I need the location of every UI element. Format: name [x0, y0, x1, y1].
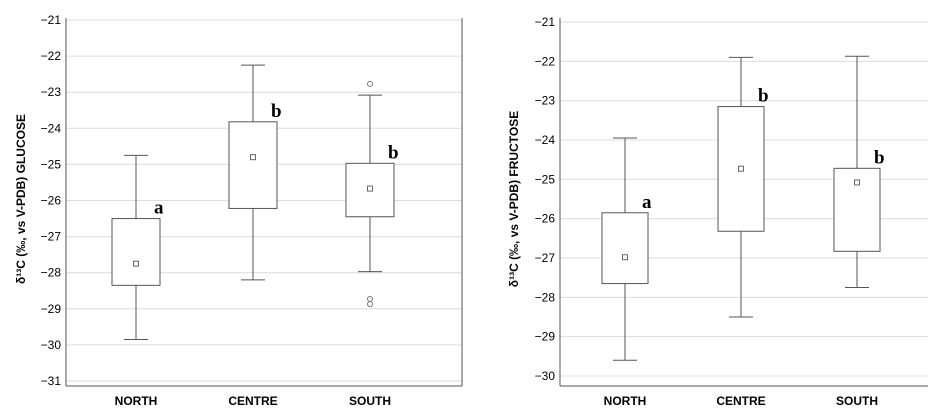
y-tick-label: −26: [535, 212, 556, 226]
y-tick-label: −27: [41, 230, 62, 244]
box-north: a NORTH: [601, 137, 652, 408]
outlier-point: [367, 80, 373, 87]
box-rect: [111, 218, 161, 286]
y-tick-label: −31: [41, 374, 62, 388]
box-centre: b CENTRE: [716, 56, 769, 408]
y-tick-label: −24: [535, 133, 556, 147]
median-marker: [738, 165, 744, 172]
y-tick-label: −27: [535, 251, 556, 265]
y-tick-label: −28: [535, 290, 556, 304]
box-rect: [601, 212, 649, 285]
x-category-label: SOUTH: [836, 394, 878, 408]
x-category-label: NORTH: [604, 394, 647, 408]
median-marker: [250, 154, 256, 161]
y-tick-label: −24: [41, 121, 62, 135]
y-tick-label: −29: [535, 330, 556, 344]
significance-letter: b: [874, 147, 885, 168]
median-marker: [133, 260, 139, 267]
outlier-point: [367, 301, 373, 308]
box-north: a NORTH: [111, 154, 164, 408]
chart-panel-2: −21 −22 −23 −24 −25 −26 −27 −28 −29 −30 δ¹³C (‰, v…: [507, 15, 928, 408]
y-tick-label: −22: [535, 54, 556, 68]
significance-letter: b: [388, 142, 399, 163]
y-tick-label: −21: [535, 15, 556, 29]
x-category-label: CENTRE: [228, 394, 277, 408]
y-axis-label: δ¹³C (‰, vs V-PDB) GLUCOSE: [14, 114, 28, 284]
y-tick-label: −23: [535, 94, 556, 108]
y-tick-label: −22: [41, 49, 62, 63]
significance-letter: a: [642, 192, 652, 213]
y-tick-label: −25: [535, 172, 556, 186]
box-centre: b CENTRE: [228, 64, 282, 408]
chart-panel-1: −21 −22 −23 −24 −25 −26 −27 −28 −29 −30 −31 δ¹³C (‰…: [14, 13, 463, 408]
median-marker: [854, 179, 860, 186]
x-category-label: CENTRE: [716, 394, 765, 408]
significance-letter: b: [271, 101, 282, 122]
y-tick-label: −25: [41, 157, 62, 171]
y-tick-label: −21: [41, 13, 62, 27]
significance-letter: a: [154, 198, 164, 219]
significance-letter: b: [758, 86, 769, 107]
median-marker: [367, 185, 373, 192]
x-category-label: SOUTH: [349, 394, 391, 408]
outlier-point: [367, 296, 373, 303]
y-tick-label: −23: [41, 85, 62, 99]
y-tick-label: −30: [41, 338, 62, 352]
x-category-label: NORTH: [115, 394, 158, 408]
box-south: b SOUTH: [345, 80, 399, 408]
y-tick-label: −26: [41, 194, 62, 208]
box-rect: [228, 121, 278, 209]
box-south: b SOUTH: [833, 55, 885, 408]
median-marker: [622, 254, 628, 261]
y-tick-label: −30: [535, 369, 556, 383]
y-axis-label: δ¹³C (‰, vs V-PDB) FRUCTOSE: [507, 111, 521, 287]
y-tick-label: −29: [41, 302, 62, 316]
y-tick-label: −28: [41, 266, 62, 280]
